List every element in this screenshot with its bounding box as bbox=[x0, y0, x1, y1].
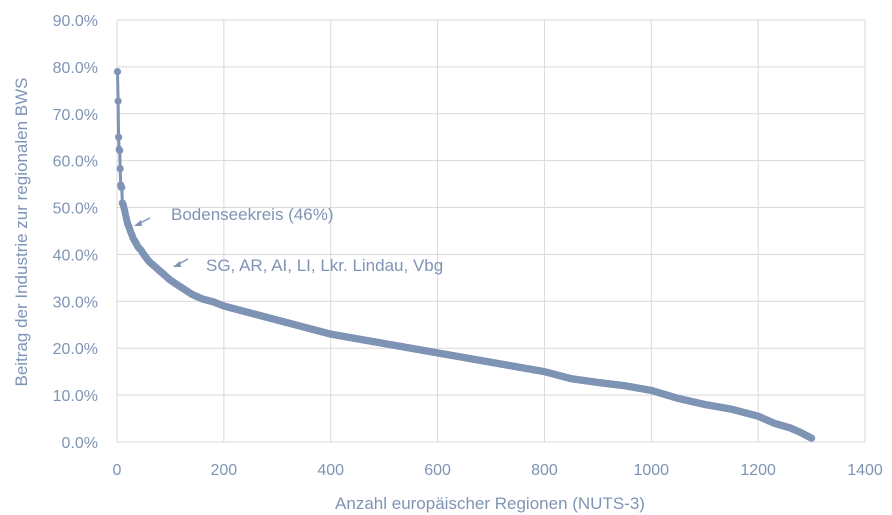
y-tick-label: 40.0% bbox=[53, 247, 98, 264]
annotation-regions: SG, AR, AI, LI, Lkr. Lindau, Vbg bbox=[206, 256, 443, 275]
data-point bbox=[115, 133, 123, 141]
x-axis-ticks: 0 200 400 600 800 1000 1200 1400 bbox=[113, 462, 883, 479]
x-tick-label: 1000 bbox=[633, 462, 669, 479]
x-axis-label: Anzahl europäischer Regionen (NUTS-3) bbox=[335, 494, 645, 513]
annotation-arrowhead bbox=[134, 220, 142, 226]
x-tick-label: 600 bbox=[424, 462, 451, 479]
y-tick-label: 0.0% bbox=[62, 435, 98, 452]
x-tick-label: 0 bbox=[113, 462, 122, 479]
x-tick-label: 200 bbox=[211, 462, 238, 479]
y-axis-label: Beitrag der Industrie zur regionalen BWS bbox=[12, 78, 31, 387]
y-tick-label: 50.0% bbox=[53, 201, 98, 218]
annotation-arrowhead bbox=[173, 261, 181, 267]
data-point bbox=[114, 97, 122, 105]
y-tick-label: 80.0% bbox=[53, 60, 98, 77]
annotation-bodenseekreis: Bodenseekreis (46%) bbox=[171, 205, 334, 224]
data-point bbox=[116, 165, 124, 173]
data-points bbox=[113, 68, 816, 442]
data-point bbox=[113, 68, 122, 76]
data-point bbox=[808, 434, 816, 442]
y-tick-label: 60.0% bbox=[53, 154, 98, 171]
x-tick-label: 1400 bbox=[847, 462, 883, 479]
y-tick-label: 20.0% bbox=[53, 341, 98, 358]
data-point bbox=[118, 183, 126, 191]
y-tick-label: 30.0% bbox=[53, 294, 98, 311]
annotations: Bodenseekreis (46%) SG, AR, AI, LI, Lkr. … bbox=[134, 205, 443, 275]
x-tick-label: 800 bbox=[531, 462, 558, 479]
x-tick-label: 1200 bbox=[740, 462, 776, 479]
y-tick-label: 10.0% bbox=[53, 388, 98, 405]
y-tick-label: 90.0% bbox=[53, 13, 98, 30]
y-axis-ticks: 0.0% 10.0% 20.0% 30.0% 40.0% 50.0% 60.0% 70.0% 8… bbox=[53, 13, 98, 452]
data-point bbox=[116, 146, 124, 154]
x-tick-label: 400 bbox=[317, 462, 344, 479]
chart-grid bbox=[116, 19, 866, 443]
y-tick-label: 70.0% bbox=[53, 107, 98, 124]
